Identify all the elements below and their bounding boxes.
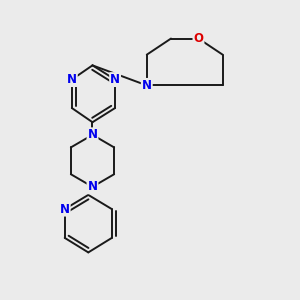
Text: N: N xyxy=(110,73,120,86)
Text: N: N xyxy=(142,79,152,92)
Text: N: N xyxy=(88,180,98,193)
Text: O: O xyxy=(194,32,203,45)
Text: N: N xyxy=(60,202,70,216)
Text: N: N xyxy=(67,73,77,86)
Text: N: N xyxy=(88,128,98,141)
